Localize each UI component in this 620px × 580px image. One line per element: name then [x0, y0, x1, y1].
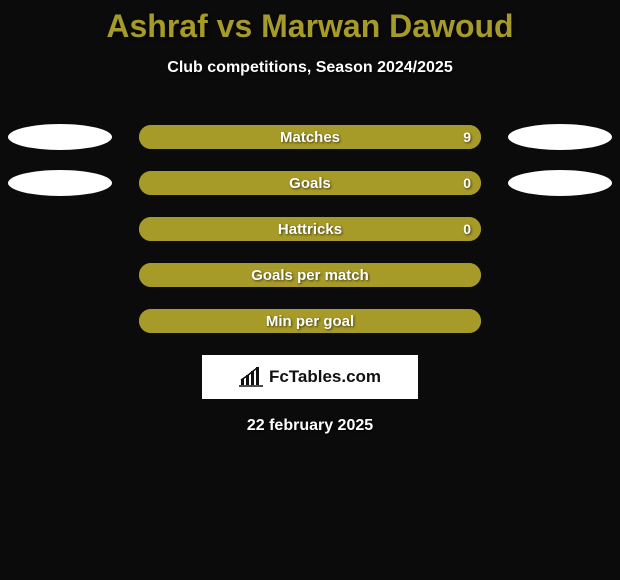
stat-label: Min per goal: [266, 313, 354, 330]
stat-bar: Goals per match: [139, 263, 481, 287]
logo-text: FcTables.com: [269, 367, 381, 387]
stat-row: Goals per match: [0, 263, 620, 287]
stat-bar: Matches 9: [139, 125, 481, 149]
stat-right-value: 0: [463, 175, 471, 191]
left-ellipse: [8, 170, 112, 196]
left-ellipse: [8, 124, 112, 150]
date-text: 22 february 2025: [0, 417, 620, 435]
bar-chart-icon: [239, 367, 263, 387]
right-ellipse: [508, 124, 612, 150]
stat-row: Matches 9: [0, 125, 620, 149]
page-title: Ashraf vs Marwan Dawoud: [0, 0, 620, 45]
stat-row: Goals 0: [0, 171, 620, 195]
subtitle: Club competitions, Season 2024/2025: [0, 59, 620, 77]
stat-right-value: 9: [463, 129, 471, 145]
stat-row: Min per goal: [0, 309, 620, 333]
comparison-rows: Matches 9 Goals 0 Hattricks 0 Goals per …: [0, 125, 620, 333]
stat-bar: Hattricks 0: [139, 217, 481, 241]
stat-row: Hattricks 0: [0, 217, 620, 241]
stat-bar: Goals 0: [139, 171, 481, 195]
stat-bar: Min per goal: [139, 309, 481, 333]
stat-label: Goals per match: [251, 267, 369, 284]
stat-label: Goals: [289, 175, 331, 192]
stat-label: Hattricks: [278, 221, 342, 238]
logo-box: FcTables.com: [202, 355, 418, 399]
stat-label: Matches: [280, 129, 340, 146]
right-ellipse: [508, 170, 612, 196]
stat-right-value: 0: [463, 221, 471, 237]
